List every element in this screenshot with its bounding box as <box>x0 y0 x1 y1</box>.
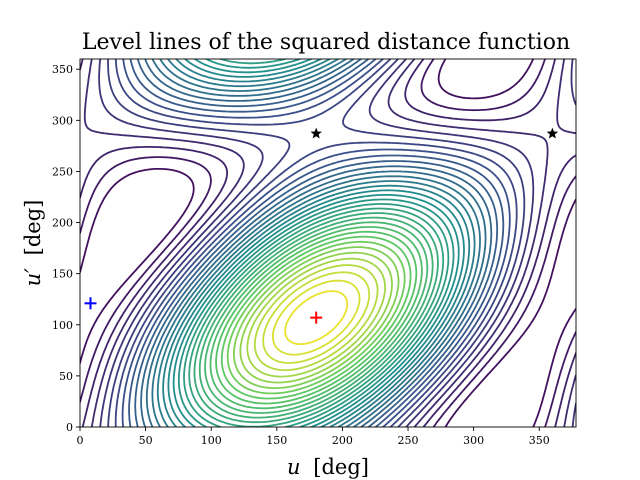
contour-level <box>151 59 481 427</box>
contour-level <box>114 59 518 427</box>
contour-level <box>198 216 434 419</box>
contour-level <box>162 59 471 427</box>
contour-level <box>98 59 576 427</box>
contour-level <box>220 235 412 400</box>
contour-level <box>172 59 460 427</box>
contour-level <box>121 59 511 427</box>
contour-level <box>204 221 429 414</box>
contour-level <box>215 230 418 405</box>
x-axis: 0 50 100 150 200 250 300 350 <box>77 427 550 447</box>
y-axis-label: u′ [deg] <box>21 200 45 287</box>
plot-frame <box>79 58 577 428</box>
y-tick-label: 350 <box>52 63 73 76</box>
marker-minimum <box>310 311 323 324</box>
y-axis-label-var: u′ <box>21 268 45 287</box>
contour-level <box>134 59 499 427</box>
contour-level <box>80 59 576 427</box>
x-tick-label: 200 <box>332 434 353 447</box>
y-tick-label: 100 <box>52 319 73 332</box>
markers <box>84 127 559 324</box>
x-tick-label: 100 <box>201 434 222 447</box>
contour-level <box>128 59 505 427</box>
y-tick-label: 250 <box>52 165 73 178</box>
contour-level <box>145 59 487 427</box>
contour-level <box>188 207 445 427</box>
contour-level <box>226 240 406 395</box>
marker-saddle-2 <box>546 127 559 139</box>
contour-level <box>209 226 423 410</box>
x-tick-label: 50 <box>139 434 153 447</box>
contour-level <box>183 59 450 427</box>
contour-level <box>272 279 361 356</box>
y-tick-label: 150 <box>52 268 73 281</box>
contour-level <box>193 212 439 424</box>
contour-level <box>233 246 400 389</box>
x-axis-label-unit: [deg] <box>313 455 369 479</box>
y-tick-label: 50 <box>59 370 73 383</box>
x-axis-label: u [deg] <box>287 455 369 479</box>
contour-level <box>284 290 349 345</box>
x-tick-label: 150 <box>266 434 287 447</box>
contour-lines <box>80 59 576 427</box>
contour-level <box>167 59 465 427</box>
contour-level <box>83 59 576 427</box>
marker-minimum-periodic <box>84 297 97 310</box>
contour-level <box>156 59 476 427</box>
x-tick-label: 350 <box>529 434 550 447</box>
y-axis-label-unit: [deg] <box>21 200 45 256</box>
contour-level <box>177 59 455 427</box>
chart-title: Level lines of the squared distance func… <box>82 30 570 55</box>
marker-saddle-1 <box>310 127 322 139</box>
x-axis-label-var: u <box>287 455 301 479</box>
y-axis: 0 50 100 150 200 250 300 350 <box>52 63 80 434</box>
x-tick-label: 300 <box>463 434 484 447</box>
contour-level <box>253 264 379 371</box>
y-tick-label: 300 <box>52 114 73 127</box>
contour-level <box>140 59 493 427</box>
contour-level <box>239 251 393 384</box>
contour-level <box>107 59 526 427</box>
contour-level <box>262 271 371 364</box>
contour-level <box>80 59 576 427</box>
x-tick-label: 250 <box>398 434 419 447</box>
x-tick-label: 0 <box>77 434 84 447</box>
contour-level <box>246 257 386 378</box>
y-tick-label: 200 <box>52 217 73 230</box>
y-tick-label: 0 <box>66 421 73 434</box>
